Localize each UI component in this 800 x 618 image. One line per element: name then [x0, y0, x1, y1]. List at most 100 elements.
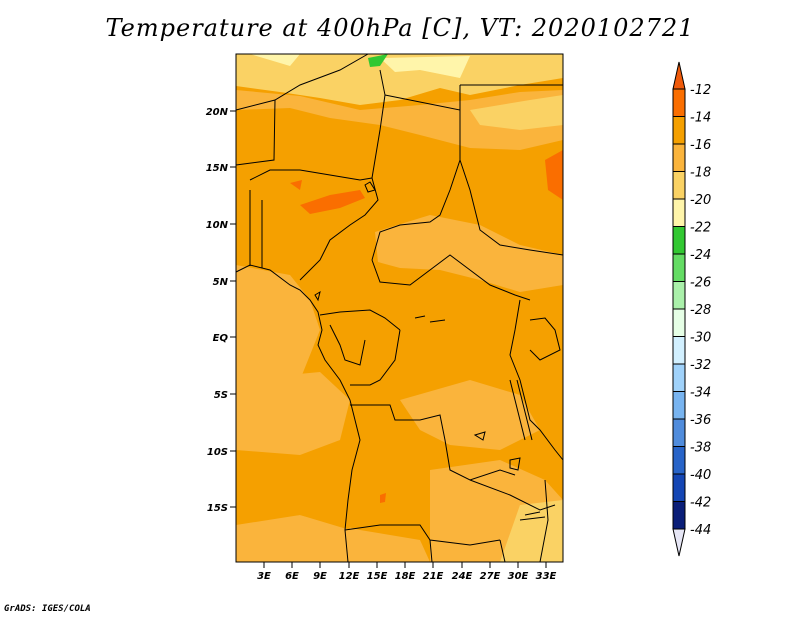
lake-mweru: [509, 457, 521, 471]
colorbar-label: -20: [690, 193, 711, 208]
lon-label: 9E: [313, 571, 327, 582]
niger-border: [235, 53, 386, 179]
colorbar-label: -42: [690, 496, 711, 511]
nigeria-north: [249, 169, 373, 181]
colorbar-swatch: [672, 171, 686, 200]
lake-east: [509, 379, 533, 441]
region-green-patch: [368, 54, 388, 67]
country-boundaries: [235, 53, 564, 563]
drc-angola: [350, 404, 516, 481]
colorbar-swatch: [672, 281, 686, 310]
lat-label: 10S: [207, 447, 228, 458]
colorbar-swatch: [672, 446, 686, 475]
colorbar-label: -30: [690, 331, 711, 346]
namibia-east: [429, 539, 506, 563]
lat-label: 5S: [214, 390, 228, 401]
lon-label: 27E: [480, 571, 501, 582]
colorbar-swatch: [672, 501, 686, 530]
lake-chad: [364, 181, 376, 193]
region-north-pale: [250, 54, 470, 78]
temperature-field: [236, 54, 563, 562]
colorbar-swatch: [672, 116, 686, 145]
lon-label: 33E: [536, 571, 557, 582]
lakes: [314, 181, 546, 521]
region-south-west-orange: [236, 455, 350, 530]
warm-patch-small: [290, 180, 302, 190]
region-east-light: [470, 95, 563, 130]
lon-label: 21E: [423, 571, 444, 582]
colorbar-label: -44: [690, 523, 711, 538]
colorbar-swatch: [672, 198, 686, 227]
lake-tanganyika: [473, 431, 486, 441]
sudan-border: [459, 84, 564, 256]
lon-axis: 3E 6E 9E 12E 15E 18E 21E 24E 27E 30E 33E: [257, 562, 557, 582]
colorbar-swatch: [672, 88, 686, 117]
angola-namibia: [344, 524, 501, 546]
uganda: [529, 317, 561, 361]
grads-credit: GrADS: IGES/COLA: [4, 604, 91, 614]
east-africa: [509, 299, 564, 461]
colorbar-swatch: [672, 226, 686, 255]
region-north-light: [236, 54, 563, 105]
lat-label: EQ: [213, 333, 229, 344]
congo-drc: [350, 329, 401, 386]
colorbar-swatch: [672, 308, 686, 337]
colorbar-swatch: [672, 363, 686, 392]
benin-togo: [249, 190, 263, 268]
lat-label: 20N: [206, 107, 229, 118]
colorbar-label: -18: [690, 166, 711, 181]
nigeria-east: [299, 177, 379, 281]
colorbar-label: -32: [690, 358, 711, 373]
region-south-bottom: [236, 515, 430, 562]
lon-label: 30E: [508, 571, 529, 582]
mozambique: [539, 479, 549, 563]
colorbar-label: -26: [690, 276, 711, 291]
coastline-west: [235, 264, 361, 563]
colorbar-label: -14: [690, 111, 711, 126]
warm-patch-nigeria: [300, 190, 365, 214]
colorbar-label: -38: [690, 441, 711, 456]
colorbar-label: -22: [690, 221, 711, 236]
colorbar-top-arrow: [672, 61, 686, 90]
lon-label: 12E: [339, 571, 360, 582]
colorbar-swatch: [672, 418, 686, 447]
colorbar: -12 -14 -16 -18 -20 -22 -24 -26 -28 -30 …: [672, 61, 711, 557]
lake-volta: [314, 290, 321, 302]
lon-label: 3E: [257, 571, 271, 582]
colorbar-swatch: [672, 253, 686, 282]
colorbar-label: -28: [690, 303, 711, 318]
lat-label: 15N: [206, 163, 229, 174]
map-frame: [235, 53, 564, 563]
lon-label: 18E: [395, 571, 416, 582]
colorbar-label: -36: [690, 413, 711, 428]
region-central-band: [375, 215, 563, 292]
lon-label: 6E: [285, 571, 299, 582]
colorbar-swatch: [672, 336, 686, 365]
colorbar-label: -40: [690, 468, 711, 483]
colorbar-label: -12: [690, 83, 711, 98]
colorbar-swatch: [672, 391, 686, 420]
region-upper-mid: [236, 90, 563, 150]
colorbar-swatch: [672, 473, 686, 502]
chad-border: [371, 94, 461, 261]
colorbar-swatch: [672, 143, 686, 172]
gabon-border: [329, 324, 366, 366]
cameroon-congo: [319, 309, 401, 331]
lat-label: 5N: [213, 277, 229, 288]
colorbar-label: -24: [690, 248, 711, 263]
region-south-west-light: [236, 372, 350, 455]
lake-congo: [414, 315, 446, 323]
lake-kariba: [519, 511, 546, 521]
warm-patch-east: [545, 150, 563, 200]
colorbar-label: -16: [690, 138, 711, 153]
chart-title: Temperature at 400hPa [C], VT: 202010272…: [105, 14, 695, 42]
mali-niger: [235, 99, 276, 166]
lon-label: 24E: [452, 571, 473, 582]
car-border: [371, 254, 531, 301]
colorbar-bottom-arrow: [672, 528, 686, 557]
colorbar-label: -34: [690, 386, 711, 401]
region-west-coast: [236, 265, 320, 390]
region-congo-band: [400, 380, 540, 450]
lat-axis: 20N 15N 10N 5N EQ 5S 10S 15S: [206, 107, 236, 514]
